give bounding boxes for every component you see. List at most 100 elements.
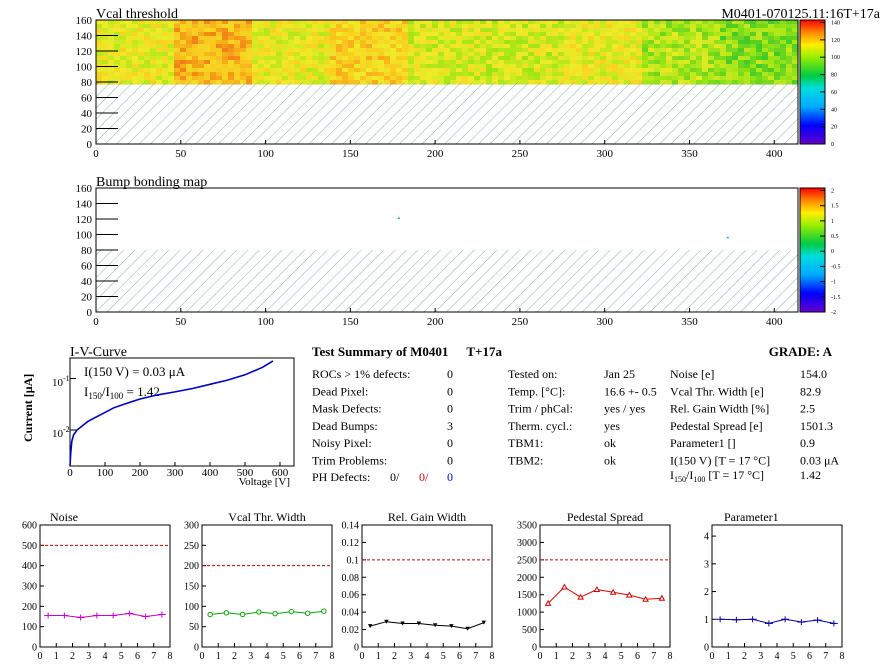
- heatmap-cell: [150, 28, 157, 33]
- x-tick-label: 5: [619, 651, 624, 662]
- heatmap-cell: [246, 24, 253, 29]
- heatmap-cell: [636, 36, 643, 41]
- heatmap-cell: [102, 52, 109, 57]
- heatmap-cell: [192, 48, 199, 53]
- heatmap-cell: [636, 72, 643, 77]
- heatmap-cell: [318, 20, 325, 25]
- heatmap-cell: [552, 32, 559, 37]
- heatmap-cell: [774, 52, 781, 57]
- heatmap-cell: [708, 28, 715, 33]
- heatmap-cell: [150, 48, 157, 53]
- x-tick-label: 2: [742, 651, 747, 662]
- heatmap-cell: [714, 64, 721, 69]
- heatmap-cell: [474, 68, 481, 73]
- heatmap-cell: [444, 56, 451, 61]
- heatmap-cell: [714, 68, 721, 73]
- series-line: [210, 610, 324, 616]
- heatmap-cell: [162, 28, 169, 33]
- heatmap-cell: [750, 24, 757, 29]
- ph-defects-value: 0: [447, 470, 453, 484]
- heatmap-cell: [666, 56, 673, 61]
- heatmap-cell: [420, 28, 427, 33]
- heatmap-cell: [228, 64, 235, 69]
- heatmap-cell: [450, 60, 457, 65]
- heatmap-cell: [264, 40, 271, 45]
- heatmap-cell: [252, 56, 259, 61]
- heatmap-cell: [420, 32, 427, 37]
- heatmap-cell: [354, 24, 361, 29]
- heatmap-cell: [192, 76, 199, 81]
- heatmap-cell: [780, 40, 787, 45]
- heatmap-cell: [432, 20, 439, 25]
- heatmap-cell: [498, 36, 505, 41]
- heatmap-cell: [648, 28, 655, 33]
- heatmap-cell: [150, 20, 157, 25]
- heatmap-cell: [330, 36, 337, 41]
- heatmap-cell: [276, 32, 283, 37]
- heatmap-cell: [210, 72, 217, 77]
- heatmap-cell: [216, 20, 223, 25]
- data-point: [609, 588, 617, 595]
- heatmap-cell: [768, 56, 775, 61]
- heatmap-cell: [738, 76, 745, 81]
- heatmap-cell: [510, 76, 517, 81]
- heatmap-cell: [300, 44, 307, 49]
- y-tick-label: 120: [76, 214, 93, 226]
- heatmap-cell: [582, 40, 589, 45]
- heatmap-cell: [720, 64, 727, 69]
- y-tick-label: 3000: [517, 538, 537, 549]
- heatmap-cell: [732, 60, 739, 65]
- heatmap-cell: [210, 44, 217, 49]
- heatmap-cell: [744, 40, 751, 45]
- heatmap-cell: [588, 76, 595, 81]
- heatmap-cell: [792, 44, 799, 49]
- heatmap-cell: [570, 24, 577, 29]
- heatmap-cell: [114, 40, 121, 45]
- heatmap-cell: [600, 40, 607, 45]
- heatmap-cell: [276, 52, 283, 57]
- heatmap-cell: [564, 72, 571, 77]
- heatmap-cell: [696, 20, 703, 25]
- heatmap-cell: [732, 36, 739, 41]
- x-tick-label: 0: [200, 651, 205, 662]
- heatmap-cell: [414, 56, 421, 61]
- heatmap-cell: [426, 40, 433, 45]
- heatmap-cell: [516, 72, 523, 77]
- heatmap-cell: [498, 52, 505, 57]
- heatmap-cell: [324, 24, 331, 29]
- heatmap-cell: [792, 24, 799, 29]
- heatmap-cell: [732, 72, 739, 77]
- heatmap-cell: [312, 68, 319, 73]
- summary-value: 16.6 +- 0.5: [604, 384, 657, 398]
- heatmap-cell: [600, 52, 607, 57]
- heatmap-cell: [582, 24, 589, 29]
- heatmap-cell: [210, 32, 217, 37]
- summary-label: Noise [e]: [670, 367, 714, 381]
- heatmap-cell: [480, 76, 487, 81]
- heatmap-cell: [288, 32, 295, 37]
- heatmap-cell: [138, 48, 145, 53]
- y-tick-label: 0.1: [347, 555, 360, 566]
- heatmap-cell: [510, 32, 517, 37]
- heatmap-cell: [354, 56, 361, 61]
- heatmap-cell: [750, 40, 757, 45]
- heatmap-cell: [648, 56, 655, 61]
- heatmap-cell: [630, 72, 637, 77]
- heatmap-cell: [534, 20, 541, 25]
- summary-value: 154.0: [800, 367, 827, 381]
- heatmap-cell: [672, 44, 679, 49]
- heatmap-cell: [294, 48, 301, 53]
- heatmap-cell: [108, 20, 115, 25]
- palette-label: 40: [831, 107, 837, 113]
- heatmap-cell: [468, 48, 475, 53]
- heatmap-cell: [456, 48, 463, 53]
- heatmap-cell: [666, 72, 673, 77]
- heatmap-cell: [288, 68, 295, 73]
- x-tick-label: 3: [86, 651, 91, 662]
- heatmap-cell: [570, 32, 577, 37]
- heatmap-cell: [768, 44, 775, 49]
- summary-value: Jan 25: [604, 367, 635, 381]
- heatmap-cell: [498, 20, 505, 25]
- heatmap-cell: [234, 76, 241, 81]
